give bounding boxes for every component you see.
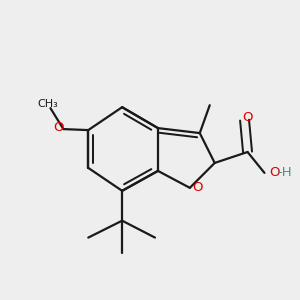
Text: O: O: [242, 111, 253, 124]
Text: O: O: [270, 167, 280, 179]
Text: -H: -H: [278, 167, 292, 179]
Text: O: O: [53, 121, 63, 134]
Text: O: O: [192, 181, 202, 194]
Text: CH₃: CH₃: [37, 99, 58, 109]
